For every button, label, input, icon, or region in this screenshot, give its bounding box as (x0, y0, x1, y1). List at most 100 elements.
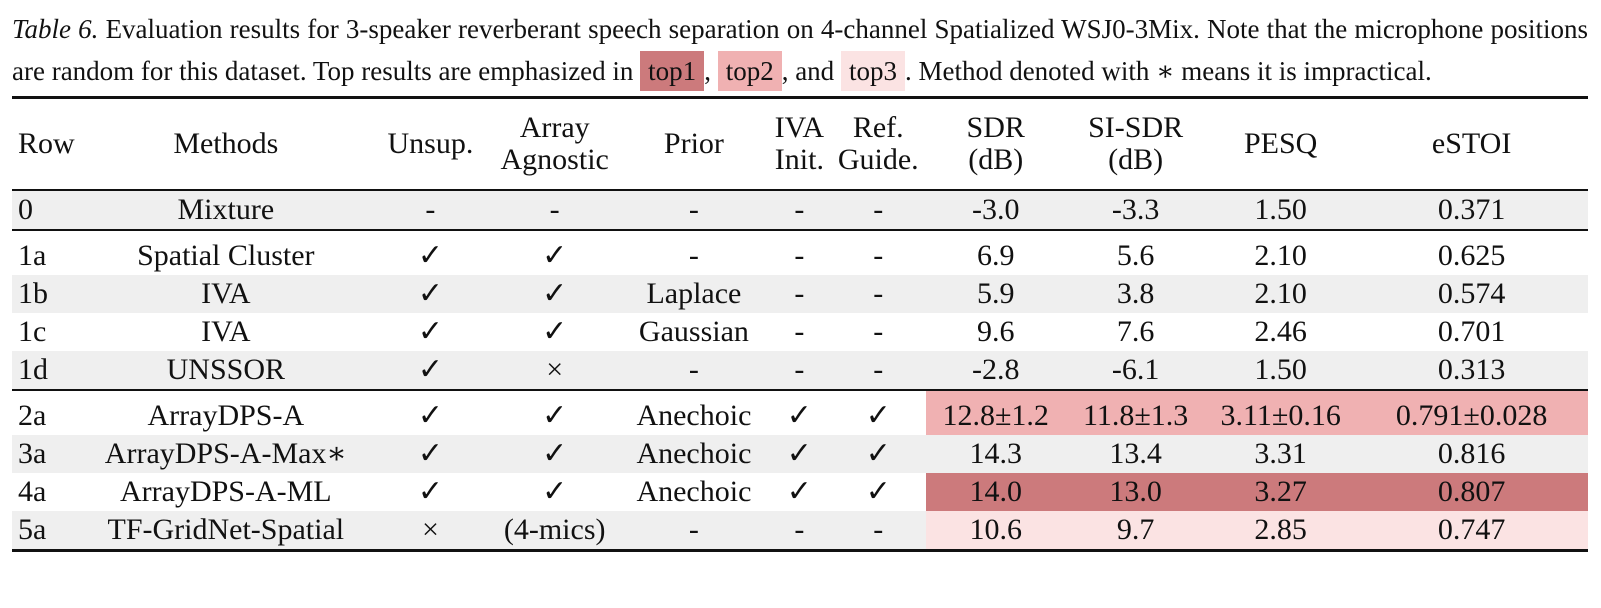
cell-estoi: 0.625 (1437, 239, 1506, 272)
cell-sdr: -3.0 (926, 190, 1066, 230)
cell-pesq: 3.27 (1206, 473, 1356, 511)
table-row: 5a TF-GridNet-Spatial × (4-mics) - - -10.6 9.7 2… (12, 511, 1588, 551)
results-table: Row Methods Unsup. Array Agnostic Prior I… (12, 96, 1588, 552)
cell-array: ✓ (489, 435, 620, 473)
cell-pesq: 2.10 (1206, 275, 1356, 313)
cell-array: ✓ (489, 275, 620, 313)
cell-method: IVA (201, 315, 251, 348)
col-methods: Methods (173, 127, 279, 160)
cell-sdr: 12.8±1.2 (926, 390, 1066, 435)
legend-top2: top2 (717, 51, 782, 91)
cell-prior: Anechoic (636, 399, 752, 432)
cell-iva: - (768, 275, 831, 313)
cell-array: ✓ (542, 239, 568, 272)
cell-iva: - (768, 351, 831, 390)
cell-row: 0 (12, 190, 81, 230)
cell-sisdr: 5.6 (1116, 239, 1155, 272)
cell-sdr: 6.9 (976, 239, 1015, 272)
cell-pesq: 3.11±0.16 (1206, 390, 1356, 435)
cell-ref: ✓ (830, 435, 927, 473)
caption-sep: , (704, 56, 711, 86)
col-iva-l2: Init. (774, 143, 824, 176)
col-sisdr-l2: (dB) (1108, 143, 1164, 176)
cell-estoi: 0.747 (1355, 511, 1588, 551)
cell-ref: ✓ (865, 399, 891, 432)
cell-method: ArrayDPS-A-ML (119, 475, 332, 508)
caption-label: Table 6. (12, 14, 99, 44)
table-row: 1a Spatial Cluster ✓ ✓ - - - 6.9 5.6 2.10 0.625 (12, 230, 1588, 275)
cell-ref: - (830, 275, 927, 313)
col-unsup: Unsup. (387, 127, 474, 160)
cell-sdr: 10.6 (926, 511, 1066, 551)
col-array-agnostic: Array Agnostic (490, 98, 620, 191)
cell-sdr: 9.6 (976, 315, 1015, 348)
cell-prior: - (619, 351, 769, 390)
cell-row: 3a (12, 435, 81, 473)
cell-unsup: ✓ (370, 351, 490, 390)
col-ref-guide: Ref. Guide. (830, 98, 926, 191)
col-sdr-l1: SDR (966, 111, 1025, 144)
cell-pesq: 2.46 (1254, 315, 1307, 348)
cell-unsup: ✓ (370, 275, 490, 313)
cell-method: Spatial Cluster (137, 239, 315, 272)
col-array-l2: Agnostic (500, 143, 609, 176)
col-prior: Prior (663, 127, 724, 160)
cell-pesq: 1.50 (1206, 351, 1356, 390)
table-figure: Table 6. Evaluation results for 3-speake… (12, 8, 1588, 551)
cell-sisdr: -6.1 (1065, 351, 1207, 390)
cell-sisdr: 9.7 (1065, 511, 1207, 551)
cell-array: ✓ (542, 475, 568, 508)
cell-pesq: 2.85 (1206, 511, 1356, 551)
caption-sep: , and (781, 56, 835, 86)
cell-iva: ✓ (786, 399, 812, 432)
cell-prior: Anechoic (636, 475, 752, 508)
cell-pesq: 1.50 (1206, 190, 1356, 230)
cell-ref: - (873, 239, 884, 272)
cell-array: - (489, 190, 620, 230)
cell-estoi: 0.701 (1437, 315, 1506, 348)
cell-prior: - (619, 190, 769, 230)
cell-row: 1a (18, 239, 47, 272)
cell-iva: - (768, 190, 831, 230)
caption-text: Evaluation results for 3-speaker reverbe… (12, 14, 1588, 86)
cell-estoi: 0.313 (1355, 351, 1588, 390)
col-estoi: eSTOI (1431, 127, 1512, 160)
cell-method: Mixture (80, 190, 371, 230)
table-row: 1d UNSSOR ✓ × - - - -2.8 -6.1 1.50 0.313 (12, 351, 1588, 390)
cell-estoi: 0.791±0.028 (1355, 390, 1588, 435)
cell-array: × (489, 351, 620, 390)
cell-unsup: ✓ (417, 399, 443, 432)
cell-pesq: 3.31 (1206, 435, 1356, 473)
cell-method: ArrayDPS-A-Max∗ (80, 435, 371, 473)
cell-row: 1c (18, 315, 47, 348)
table-row: 2a ArrayDPS-A ✓ ✓ Anechoic ✓ ✓ 12.8±1.2 11.8±1.3… (12, 390, 1588, 435)
cell-sdr: 5.9 (926, 275, 1066, 313)
cell-sdr: 14.0 (926, 473, 1066, 511)
cell-method: ArrayDPS-A (147, 399, 305, 432)
cell-unsup: ✓ (370, 435, 490, 473)
cell-array: (4-mics) (489, 511, 620, 551)
cell-sdr: -2.8 (926, 351, 1066, 390)
cell-ref: - (830, 511, 927, 551)
col-iva-init: IVA Init. (768, 98, 830, 191)
cell-unsup: ✓ (417, 239, 443, 272)
legend-top1: top1 (640, 51, 705, 91)
cell-row: 1b (12, 275, 81, 313)
cell-unsup: ✓ (417, 315, 443, 348)
cell-estoi: 0.371 (1355, 190, 1588, 230)
cell-iva: ✓ (786, 475, 812, 508)
col-row: Row (18, 127, 75, 160)
cell-iva: - (794, 315, 805, 348)
cell-prior: - (688, 239, 699, 272)
cell-sisdr: 13.0 (1065, 473, 1207, 511)
col-array-l1: Array (519, 111, 590, 144)
cell-array: ✓ (542, 399, 568, 432)
col-sdr: SDR (dB) (926, 98, 1065, 191)
cell-estoi: 0.807 (1355, 473, 1588, 511)
col-ref-l2: Guide. (837, 143, 919, 176)
cell-unsup: - (370, 190, 490, 230)
col-ref-l1: Ref. (852, 111, 904, 144)
cell-method: TF-GridNet-Spatial (80, 511, 371, 551)
table-row: 0 Mixture - - - - - -3.0 -3.3 1.50 0.371 (12, 190, 1588, 230)
cell-iva: - (794, 239, 805, 272)
